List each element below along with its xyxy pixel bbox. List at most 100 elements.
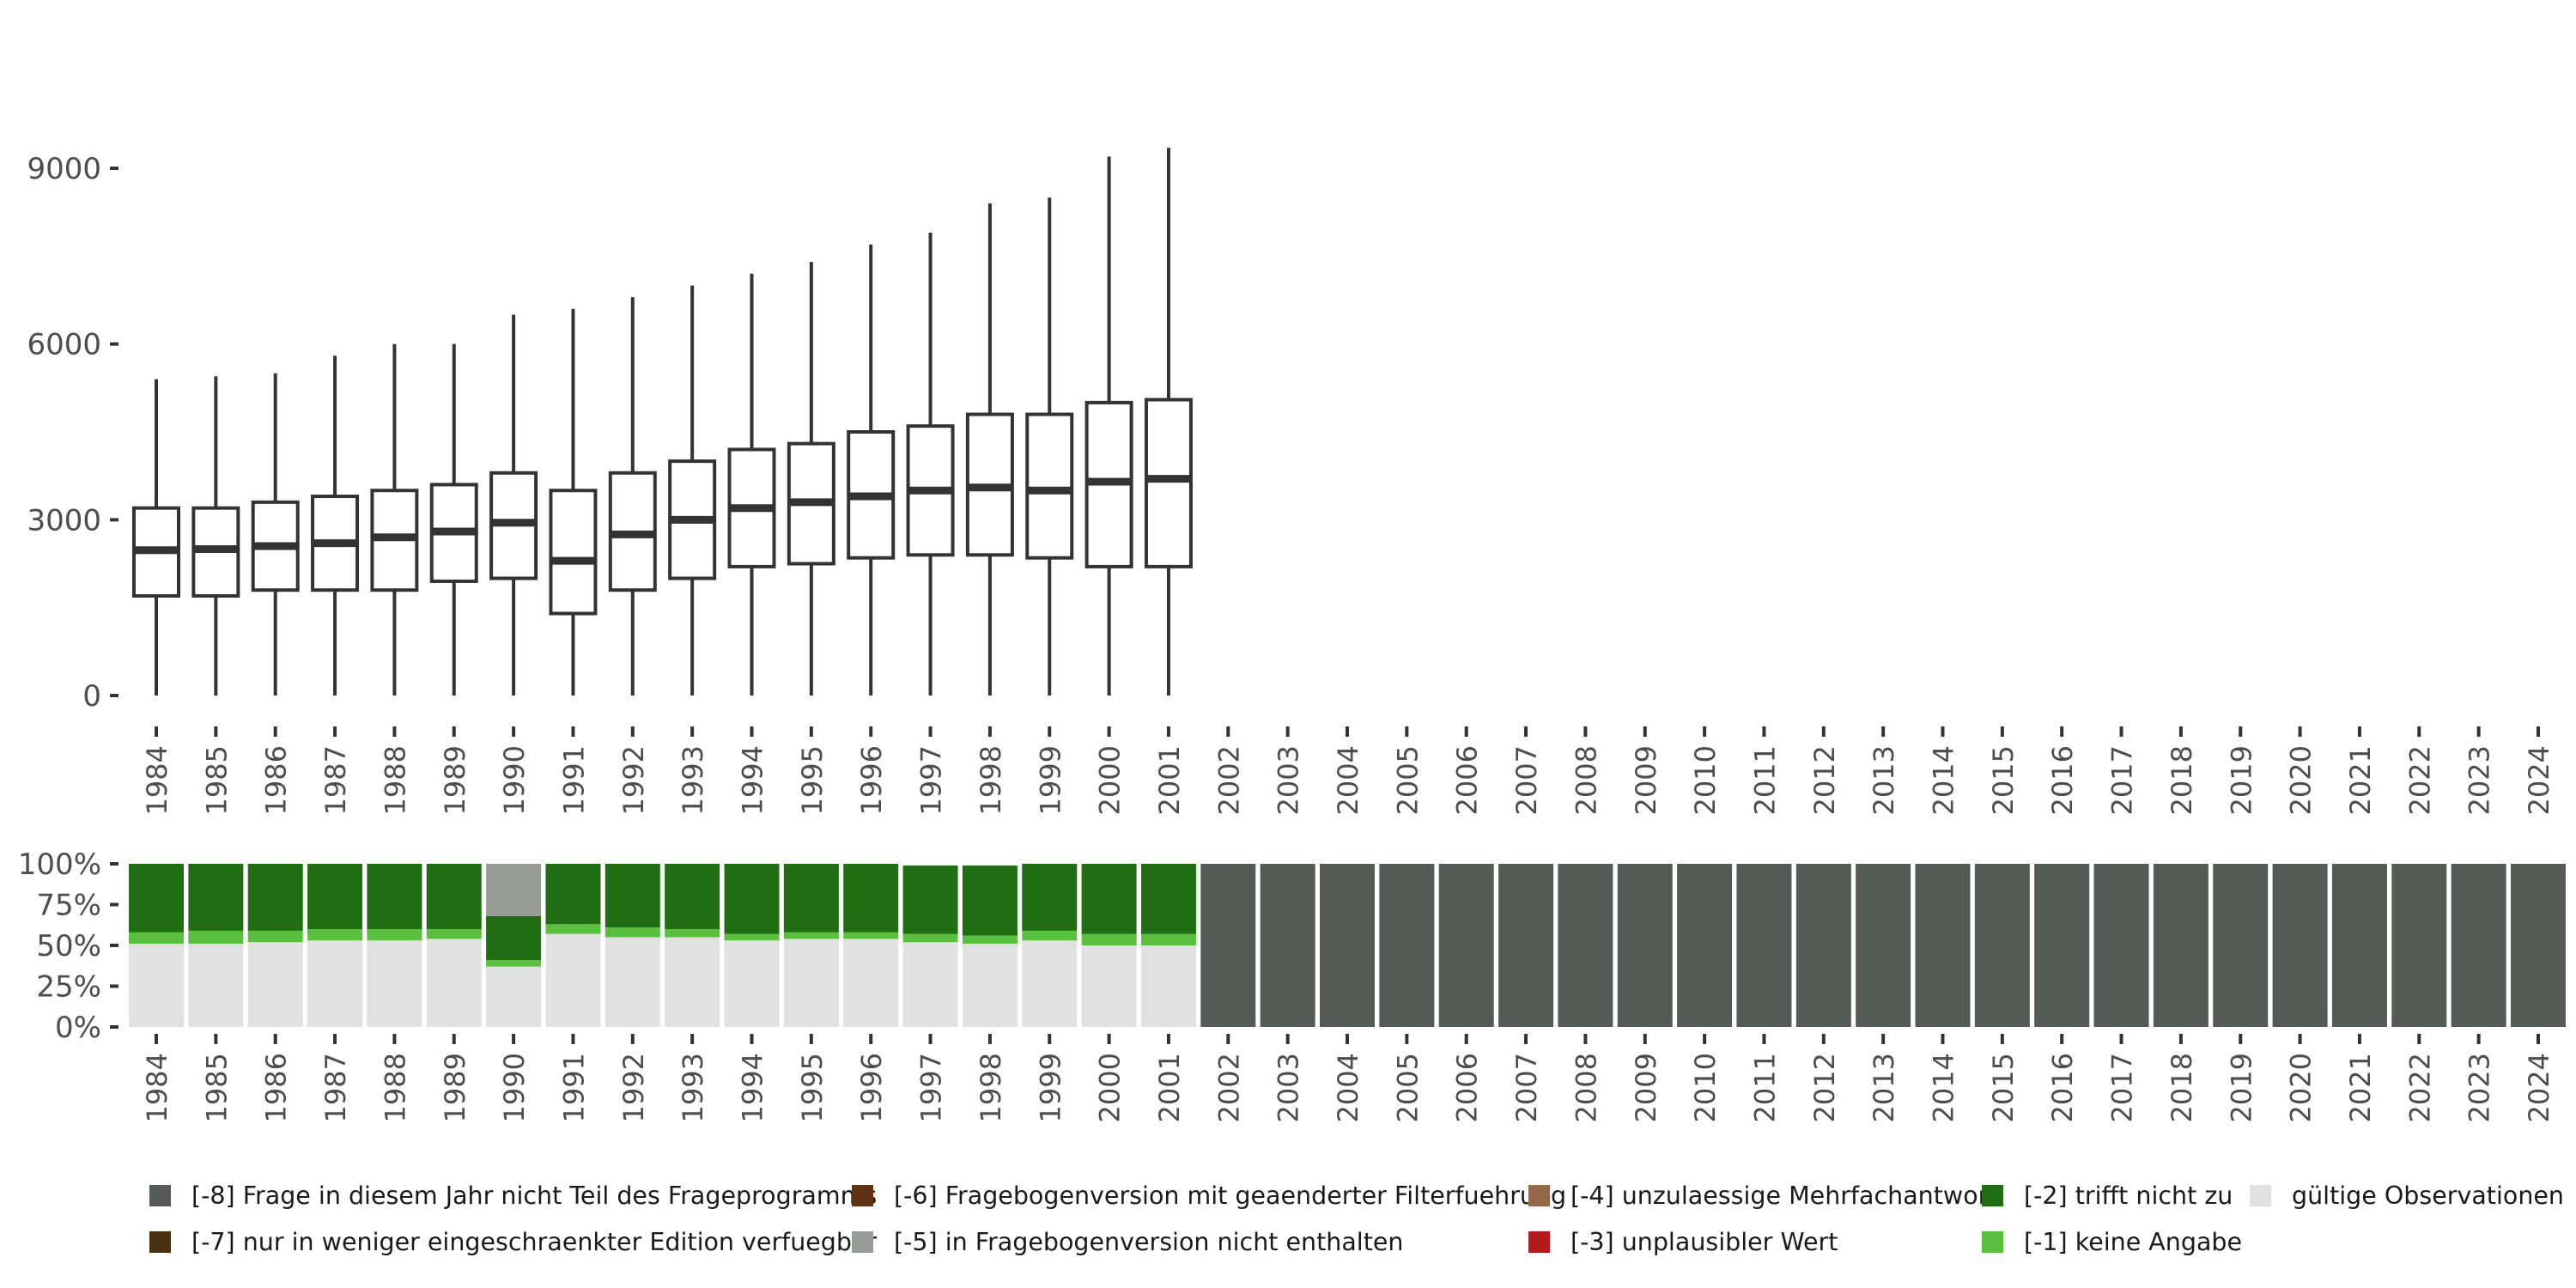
x-tick-label: 2020 bbox=[2285, 1053, 2318, 1122]
x-tick-label: 2024 bbox=[2523, 745, 2555, 815]
bar-segment-1993 bbox=[665, 937, 720, 1027]
box-1994 bbox=[727, 273, 776, 696]
x-tick-label: 2000 bbox=[1094, 745, 1127, 815]
y-tick-label: 9000 bbox=[27, 152, 101, 186]
y-tick-label: 3000 bbox=[27, 503, 101, 538]
x-tick-label: 1992 bbox=[617, 1053, 650, 1122]
x-tick-label: 2008 bbox=[1570, 745, 1602, 815]
bar-segment-1997 bbox=[902, 865, 958, 934]
bar-segment-1993 bbox=[665, 929, 720, 938]
bar-segment-2004 bbox=[1320, 864, 1375, 1027]
bar-segment-1999 bbox=[1022, 940, 1078, 1027]
bar-segment-1995 bbox=[783, 939, 839, 1027]
bar-segment-1996 bbox=[843, 932, 899, 939]
legend: [-8] Frage in diesem Jahr nicht Teil des… bbox=[149, 1182, 2564, 1256]
bar-segment-2000 bbox=[1081, 933, 1137, 945]
bar-segment-2023 bbox=[2451, 864, 2506, 1027]
y-tick-label: 50% bbox=[36, 929, 101, 963]
box-1989 bbox=[429, 343, 478, 696]
box-1985 bbox=[191, 376, 240, 696]
legend-item: [-1] keine Angabe bbox=[1982, 1228, 2242, 1256]
legend-item: [-8] Frage in diesem Jahr nicht Teil des… bbox=[149, 1182, 877, 1210]
bar-segment-2018 bbox=[2153, 864, 2208, 1027]
box-1984 bbox=[132, 379, 180, 696]
box-1996 bbox=[847, 244, 896, 696]
x-tick-label: 2021 bbox=[2344, 1053, 2377, 1122]
x-tick-label: 1988 bbox=[379, 1053, 411, 1122]
x-tick-label: 1991 bbox=[557, 745, 590, 815]
x-tick-label: 1987 bbox=[319, 745, 352, 815]
x-tick-label: 2004 bbox=[1332, 1053, 1364, 1122]
bar-segment-1986 bbox=[247, 864, 303, 931]
x-tick-label: 1999 bbox=[1034, 1053, 1066, 1122]
bar-segment-1988 bbox=[367, 940, 422, 1027]
x-tick-label: 2001 bbox=[1153, 745, 1186, 815]
x-tick-label: 1996 bbox=[855, 1053, 888, 1122]
bar-segment-1995 bbox=[783, 864, 839, 933]
legend-label: [-3] unplausibler Wert bbox=[1571, 1228, 1838, 1256]
bar-segment-1984 bbox=[129, 864, 184, 933]
x-tick-label: 2004 bbox=[1332, 745, 1364, 815]
bar-segment-1987 bbox=[307, 864, 363, 929]
bar-segment-1999 bbox=[1022, 930, 1078, 941]
bar-segment-1997 bbox=[902, 942, 958, 1027]
x-tick-label: 2007 bbox=[1510, 1053, 1543, 1122]
x-tick-label: 2008 bbox=[1570, 1053, 1602, 1122]
x-tick-label: 2024 bbox=[2523, 1053, 2555, 1122]
legend-label: [-1] keine Angabe bbox=[2024, 1228, 2242, 1256]
bar-segment-1989 bbox=[426, 939, 482, 1027]
bar-segment-2021 bbox=[2331, 864, 2387, 1027]
box-1995 bbox=[787, 262, 835, 696]
box-2000 bbox=[1084, 156, 1133, 696]
x-tick-label: 1994 bbox=[737, 1053, 769, 1122]
box-iqr bbox=[1025, 412, 1074, 560]
x-tick-label: 2017 bbox=[2106, 1053, 2139, 1122]
x-tick-label: 2013 bbox=[1868, 745, 1900, 815]
bar-segment-2001 bbox=[1140, 933, 1196, 945]
x-tick-label: 2011 bbox=[1748, 745, 1781, 815]
x-tick-label: 2018 bbox=[2166, 1053, 2198, 1122]
legend-label: [-4] unzulaessige Mehrfachantwort bbox=[1571, 1182, 1998, 1210]
x-tick-label: 1997 bbox=[915, 1053, 948, 1122]
box-1986 bbox=[251, 373, 300, 696]
bar-segment-1993 bbox=[665, 864, 720, 929]
x-tick-label: 2015 bbox=[1987, 1053, 2020, 1122]
x-tick-label: 1998 bbox=[975, 745, 1007, 815]
legend-label: [-7] nur in weniger eingeschraenkter Edi… bbox=[191, 1228, 877, 1256]
legend-swatch bbox=[1982, 1185, 2003, 1206]
x-tick-label: 2002 bbox=[1212, 1053, 1245, 1122]
bar-segment-1990 bbox=[486, 966, 542, 1027]
x-tick-label: 2018 bbox=[2166, 745, 2198, 815]
legend-label: [-5] in Fragebogenversion nicht enthalte… bbox=[894, 1228, 1403, 1256]
bar-segment-2010 bbox=[1677, 864, 1733, 1027]
bar-segment-1987 bbox=[307, 929, 363, 941]
box-2001 bbox=[1144, 148, 1193, 696]
x-tick-label: 1985 bbox=[200, 745, 233, 815]
bar-segment-1992 bbox=[605, 864, 660, 928]
bar-segment-1987 bbox=[307, 940, 363, 1027]
legend-swatch bbox=[852, 1231, 873, 1253]
boxplot-panel: 0 3000 6000 9000 1984 1985 1986 1987 1988 1989 199… bbox=[27, 148, 2555, 815]
bar-segment-2013 bbox=[1856, 864, 1911, 1027]
bar-segment-1985 bbox=[188, 930, 244, 945]
legend-label: [-2] trifft nicht zu bbox=[2024, 1182, 2233, 1210]
bar-segment-2014 bbox=[1915, 864, 1971, 1027]
bar-segment-1984 bbox=[129, 944, 184, 1027]
x-tick-label: 2019 bbox=[2225, 745, 2257, 815]
legend-item: [-7] nur in weniger eingeschraenkter Edi… bbox=[149, 1228, 877, 1256]
box-iqr bbox=[1144, 398, 1193, 568]
box-1991 bbox=[549, 308, 598, 696]
legend-swatch bbox=[1528, 1185, 1550, 1206]
x-tick-label: 2011 bbox=[1748, 1053, 1781, 1122]
x-tick-label: 2014 bbox=[1928, 1053, 1960, 1122]
x-tick-label: 1998 bbox=[975, 1053, 1007, 1122]
box-1993 bbox=[668, 285, 717, 696]
x-tick-label: 1986 bbox=[260, 1053, 293, 1122]
bar-segment-2019 bbox=[2213, 864, 2269, 1027]
x-tick-label: 2012 bbox=[1808, 745, 1841, 815]
bar-segment-1998 bbox=[962, 865, 1018, 936]
bar-segment-1988 bbox=[367, 864, 422, 929]
y-tick-label: 0% bbox=[55, 1011, 101, 1045]
bar-segment-1992 bbox=[605, 937, 660, 1027]
legend-swatch bbox=[1528, 1231, 1550, 1253]
